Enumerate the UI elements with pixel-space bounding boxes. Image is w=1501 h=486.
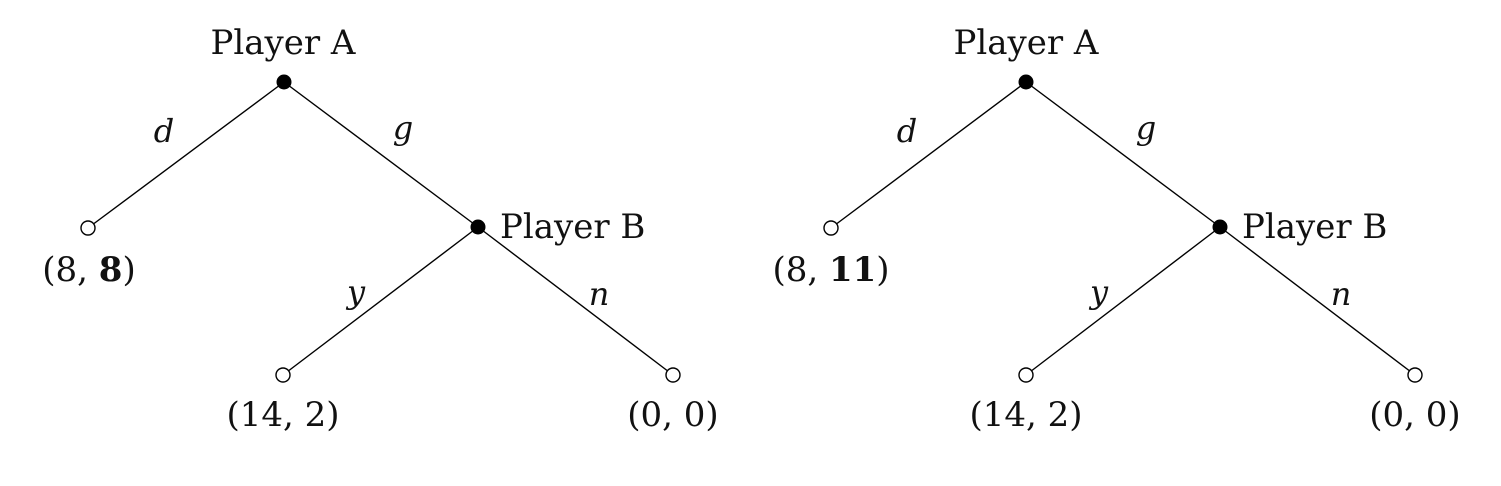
terminal-node-n <box>1407 367 1423 383</box>
edge-a-g <box>283 81 479 228</box>
action-label-y: y <box>1088 273 1109 311</box>
payoff-d-a: 8 <box>786 250 808 290</box>
action-label-g: g <box>1136 109 1156 147</box>
terminal-node-d <box>80 220 96 236</box>
terminal-node-y <box>1018 367 1034 383</box>
action-label-d: d <box>154 112 174 150</box>
action-label-g: g <box>393 109 413 147</box>
payoff-y: (14, 2) <box>969 395 1082 435</box>
player-b-label: Player B <box>500 207 645 247</box>
decision-node-player-b <box>470 219 486 235</box>
payoff-d-b: 8 <box>99 250 123 290</box>
action-label-d: d <box>897 112 917 150</box>
payoff-d-sep: , <box>807 250 829 290</box>
payoff-n: (0, 0) <box>627 395 718 435</box>
terminal-node-y <box>275 367 291 383</box>
player-a-label: Player A <box>954 23 1099 63</box>
player-a-label: Player A <box>211 23 356 63</box>
game-tree-left: Player A Player B d g y n (8, 8) (14, 2)… <box>42 23 718 435</box>
payoff-d-a: 8 <box>56 250 78 290</box>
payoff-d-close: ) <box>876 250 889 290</box>
game-tree-right: Player A Player B d g y n (8, 11) (14, 2… <box>772 23 1460 435</box>
payoff-d-b: 11 <box>829 250 876 290</box>
action-label-y: y <box>345 273 366 311</box>
edge-b-y <box>1025 226 1221 376</box>
decision-node-player-b <box>1212 219 1228 235</box>
edge-a-d <box>830 81 1027 229</box>
edge-a-d <box>87 81 285 229</box>
payoff-d-open: ( <box>42 250 55 290</box>
terminal-node-d <box>823 220 839 236</box>
edge-b-n <box>477 226 674 376</box>
decision-node-player-a <box>276 74 292 90</box>
payoff-d: (8, 11) <box>772 250 889 290</box>
action-label-n: n <box>589 275 610 313</box>
edge-b-y <box>282 226 479 376</box>
decision-node-player-a <box>1018 74 1034 90</box>
payoff-d-close: ) <box>122 250 135 290</box>
payoff-d-sep: , <box>77 250 99 290</box>
action-label-n: n <box>1331 275 1352 313</box>
payoff-y: (14, 2) <box>226 395 339 435</box>
player-b-label: Player B <box>1242 207 1387 247</box>
payoff-d-open: ( <box>772 250 785 290</box>
payoff-n: (0, 0) <box>1369 395 1460 435</box>
payoff-d: (8, 8) <box>42 250 135 290</box>
edge-a-g <box>1025 81 1221 228</box>
terminal-node-n <box>665 367 681 383</box>
edge-b-n <box>1219 226 1416 376</box>
